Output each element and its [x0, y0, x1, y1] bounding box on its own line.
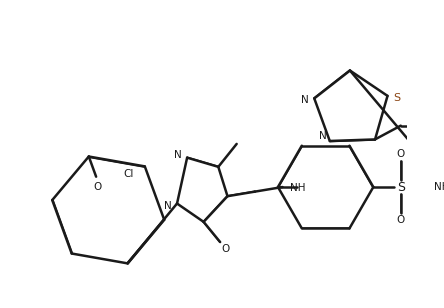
Text: N: N [164, 201, 172, 211]
Text: NH: NH [290, 183, 305, 193]
Text: O: O [222, 245, 230, 254]
Text: NH: NH [434, 182, 444, 192]
Text: S: S [397, 180, 405, 193]
Text: N: N [318, 132, 326, 141]
Text: O: O [397, 215, 405, 225]
Text: N: N [301, 95, 309, 105]
Text: Cl: Cl [123, 169, 134, 179]
Text: N: N [174, 150, 182, 160]
Text: O: O [397, 149, 405, 159]
Text: O: O [94, 182, 102, 192]
Text: S: S [393, 93, 400, 103]
